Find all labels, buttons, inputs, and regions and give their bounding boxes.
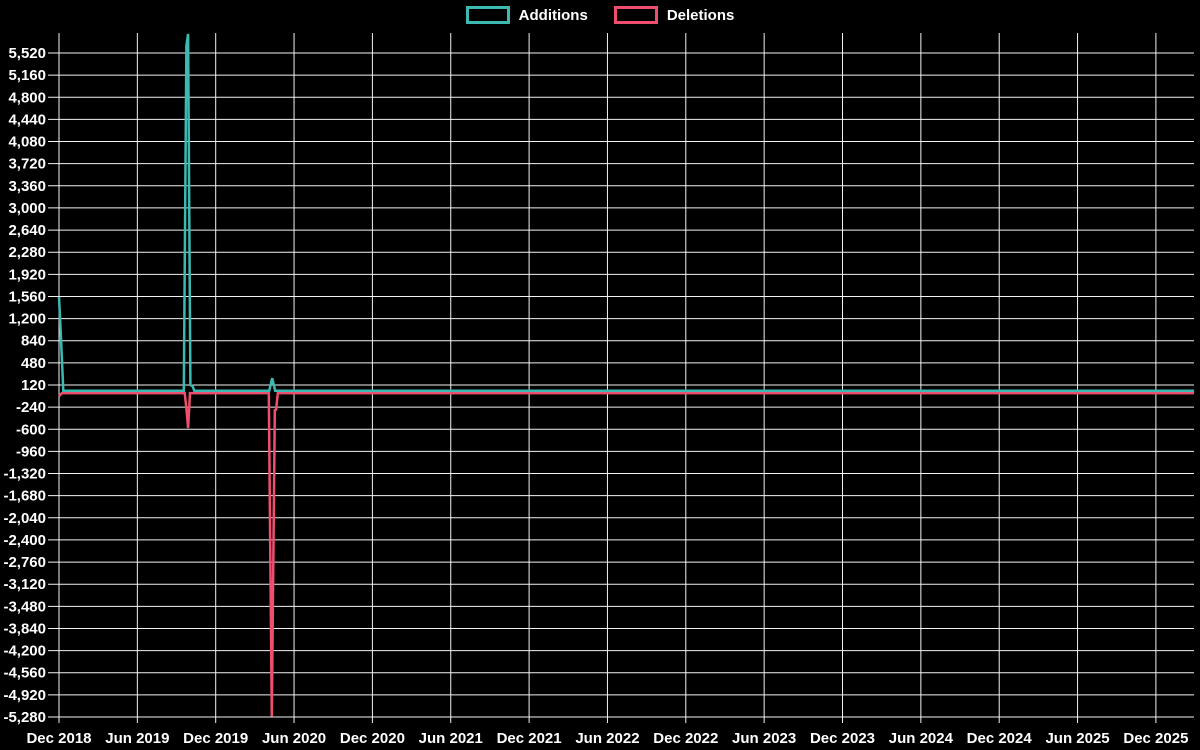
x-tick-label: Jun 2025 xyxy=(1045,730,1109,747)
y-tick-label: -2,760 xyxy=(3,554,46,571)
chart-legend: Additions Deletions xyxy=(0,6,1200,24)
x-tick-label: Dec 2022 xyxy=(653,730,718,747)
y-tick-label: -4,920 xyxy=(3,687,46,704)
y-tick-label: 4,800 xyxy=(8,89,46,106)
y-tick-label: 4,080 xyxy=(8,134,46,151)
y-tick-label: -1,680 xyxy=(3,488,46,505)
x-tick-label: Jun 2021 xyxy=(419,730,483,747)
y-tick-label: 840 xyxy=(21,333,46,350)
y-tick-label: -2,400 xyxy=(3,532,46,549)
y-tick-label: 5,160 xyxy=(8,67,46,84)
y-tick-label: 2,280 xyxy=(8,244,46,261)
y-tick-label: 3,360 xyxy=(8,178,46,195)
additions-swatch-icon xyxy=(465,6,510,24)
legend-item-deletions[interactable]: Deletions xyxy=(613,6,735,24)
legend-label-additions: Additions xyxy=(518,6,588,24)
y-tick-label: -2,040 xyxy=(3,510,46,527)
x-tick-label: Jun 2024 xyxy=(889,730,954,747)
x-tick-label: Dec 2020 xyxy=(340,730,405,747)
y-tick-label: 1,920 xyxy=(8,266,46,283)
y-tick-label: 480 xyxy=(21,355,46,372)
x-tick-label: Jun 2023 xyxy=(732,730,796,747)
y-tick-label: -4,200 xyxy=(3,643,46,660)
y-tick-label: -1,320 xyxy=(3,466,46,483)
series-lines xyxy=(57,33,1194,717)
y-tick-label: -5,280 xyxy=(3,709,46,726)
legend-label-deletions: Deletions xyxy=(666,6,735,24)
y-tick-label: 4,440 xyxy=(8,111,46,128)
y-tick-label: 1,560 xyxy=(8,288,46,305)
x-tick-label: Dec 2018 xyxy=(26,730,91,747)
x-tick-label: Jun 2020 xyxy=(262,730,326,747)
y-tick-label: -240 xyxy=(16,399,46,416)
y-tick-label: -960 xyxy=(16,443,46,460)
axis-labels: 5,520 5,160 4,800 4,440 4,080 3,720 3,360 3,000… xyxy=(3,45,1188,747)
x-tick-label: Dec 2023 xyxy=(810,730,875,747)
x-tick-label: Dec 2019 xyxy=(183,730,248,747)
y-tick-label: -600 xyxy=(16,421,46,438)
x-tick-label: Dec 2021 xyxy=(497,730,562,747)
y-tick-label: -3,840 xyxy=(3,620,46,637)
x-tick-label: Dec 2025 xyxy=(1123,730,1188,747)
deletions-swatch-icon xyxy=(613,6,658,24)
additions-line xyxy=(57,33,1194,393)
legend-item-additions[interactable]: Additions xyxy=(465,6,588,24)
y-tick-label: 3,720 xyxy=(8,156,46,173)
y-tick-label: 2,640 xyxy=(8,222,46,239)
y-tick-label: -4,560 xyxy=(3,665,46,682)
x-tick-label: Jun 2019 xyxy=(105,730,169,747)
y-tick-label: 3,000 xyxy=(8,200,46,217)
gridlines xyxy=(48,33,1194,723)
x-tick-label: Jun 2022 xyxy=(575,730,639,747)
y-tick-label: -3,120 xyxy=(3,576,46,593)
y-tick-label: -3,480 xyxy=(3,598,46,615)
y-tick-label: 120 xyxy=(21,377,46,394)
y-tick-label: 5,520 xyxy=(8,45,46,62)
y-tick-label: 1,200 xyxy=(8,311,46,328)
deletions-line xyxy=(58,391,1194,717)
x-tick-label: Dec 2024 xyxy=(967,730,1033,747)
